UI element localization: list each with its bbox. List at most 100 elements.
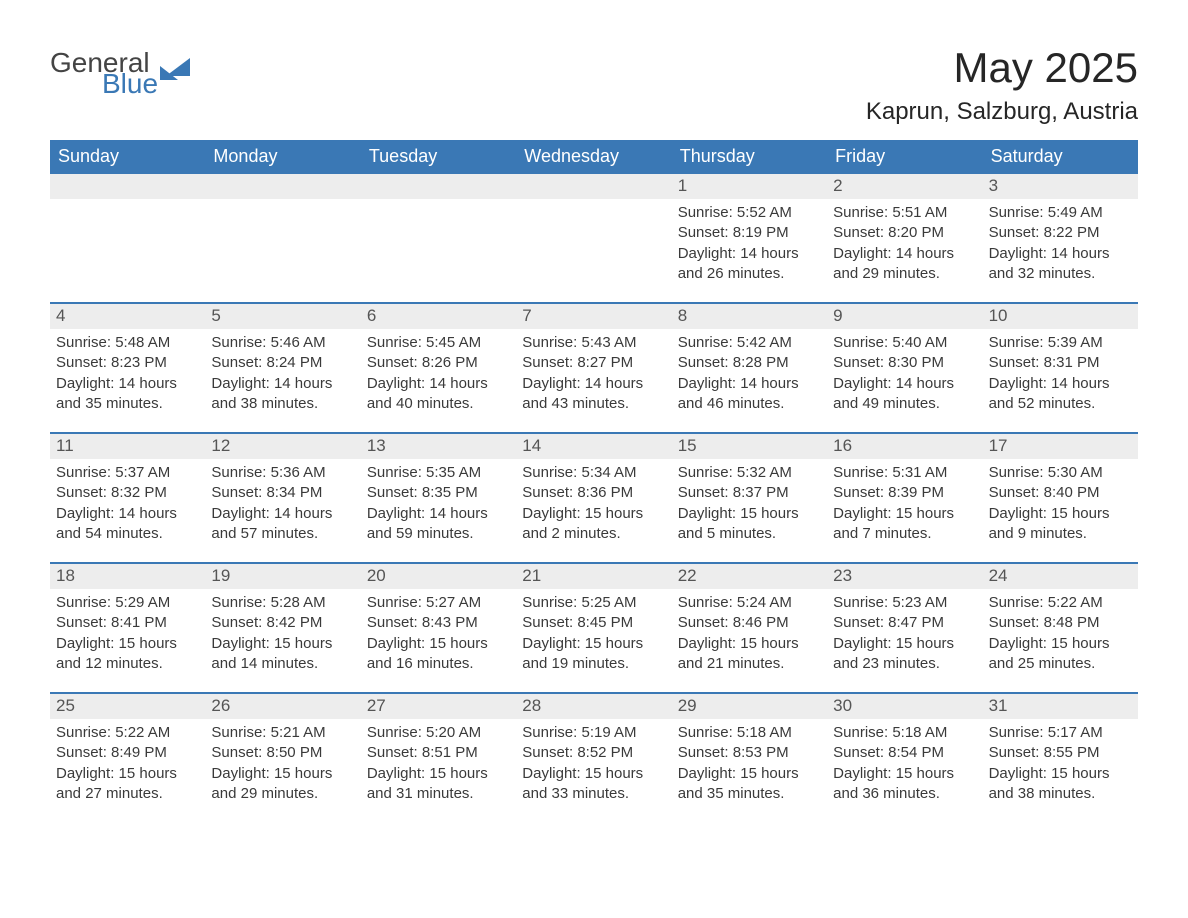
- sunset-line: Sunset: 8:39 PM: [833, 483, 976, 503]
- sunrise-line: Sunrise: 5:28 AM: [211, 593, 354, 613]
- calendar-cell: 16Sunrise: 5:31 AMSunset: 8:39 PMDayligh…: [827, 434, 982, 562]
- daylight-line: Daylight: 15 hours and 33 minutes.: [522, 764, 665, 805]
- day-details: Sunrise: 5:18 AMSunset: 8:53 PMDaylight:…: [672, 723, 827, 804]
- day-number: 28: [516, 694, 671, 719]
- logo: General Blue: [50, 50, 194, 97]
- sunrise-line: Sunrise: 5:46 AM: [211, 333, 354, 353]
- calendar-week: 4Sunrise: 5:48 AMSunset: 8:23 PMDaylight…: [50, 302, 1138, 432]
- calendar-cell: 15Sunrise: 5:32 AMSunset: 8:37 PMDayligh…: [672, 434, 827, 562]
- sunrise-line: Sunrise: 5:17 AM: [989, 723, 1132, 743]
- sunrise-line: Sunrise: 5:22 AM: [56, 723, 199, 743]
- sunrise-line: Sunrise: 5:52 AM: [678, 203, 821, 223]
- sunrise-line: Sunrise: 5:51 AM: [833, 203, 976, 223]
- sunset-line: Sunset: 8:34 PM: [211, 483, 354, 503]
- sunrise-line: Sunrise: 5:25 AM: [522, 593, 665, 613]
- day-details: Sunrise: 5:39 AMSunset: 8:31 PMDaylight:…: [983, 333, 1138, 414]
- calendar-cell: 17Sunrise: 5:30 AMSunset: 8:40 PMDayligh…: [983, 434, 1138, 562]
- sunrise-line: Sunrise: 5:19 AM: [522, 723, 665, 743]
- dow-sunday: Sunday: [50, 140, 205, 174]
- day-number: 15: [672, 434, 827, 459]
- day-details: Sunrise: 5:42 AMSunset: 8:28 PMDaylight:…: [672, 333, 827, 414]
- day-details: Sunrise: 5:46 AMSunset: 8:24 PMDaylight:…: [205, 333, 360, 414]
- day-number: 16: [827, 434, 982, 459]
- sunset-line: Sunset: 8:51 PM: [367, 743, 510, 763]
- sunset-line: Sunset: 8:32 PM: [56, 483, 199, 503]
- sunrise-line: Sunrise: 5:31 AM: [833, 463, 976, 483]
- daylight-line: Daylight: 15 hours and 31 minutes.: [367, 764, 510, 805]
- calendar-cell: 31Sunrise: 5:17 AMSunset: 8:55 PMDayligh…: [983, 694, 1138, 822]
- sunset-line: Sunset: 8:52 PM: [522, 743, 665, 763]
- calendar-cell-empty: [50, 174, 205, 302]
- logo-word-blue: Blue: [102, 71, 158, 98]
- sunrise-line: Sunrise: 5:49 AM: [989, 203, 1132, 223]
- daylight-line: Daylight: 15 hours and 38 minutes.: [989, 764, 1132, 805]
- calendar-cell: 24Sunrise: 5:22 AMSunset: 8:48 PMDayligh…: [983, 564, 1138, 692]
- sunset-line: Sunset: 8:24 PM: [211, 353, 354, 373]
- day-number: 31: [983, 694, 1138, 719]
- day-number: 21: [516, 564, 671, 589]
- day-number: 10: [983, 304, 1138, 329]
- sunrise-line: Sunrise: 5:42 AM: [678, 333, 821, 353]
- day-details: Sunrise: 5:20 AMSunset: 8:51 PMDaylight:…: [361, 723, 516, 804]
- dow-monday: Monday: [205, 140, 360, 174]
- sunrise-line: Sunrise: 5:24 AM: [678, 593, 821, 613]
- calendar-cell: 11Sunrise: 5:37 AMSunset: 8:32 PMDayligh…: [50, 434, 205, 562]
- day-number: [205, 174, 360, 199]
- day-details: Sunrise: 5:52 AMSunset: 8:19 PMDaylight:…: [672, 203, 827, 284]
- calendar-cell: 30Sunrise: 5:18 AMSunset: 8:54 PMDayligh…: [827, 694, 982, 822]
- day-number: 17: [983, 434, 1138, 459]
- sunset-line: Sunset: 8:31 PM: [989, 353, 1132, 373]
- calendar-cell: 18Sunrise: 5:29 AMSunset: 8:41 PMDayligh…: [50, 564, 205, 692]
- calendar-cell: 21 Sunrise: 5:25 AMSunset: 8:45 PMDayligh…: [516, 564, 671, 692]
- daylight-line: Daylight: 15 hours and 5 minutes.: [678, 504, 821, 545]
- sunset-line: Sunset: 8:41 PM: [56, 613, 199, 633]
- calendar-cell: 13Sunrise: 5:35 AMSunset: 8:35 PMDayligh…: [361, 434, 516, 562]
- daylight-line: Daylight: 15 hours and 35 minutes.: [678, 764, 821, 805]
- sunset-line: Sunset: 8:53 PM: [678, 743, 821, 763]
- calendar-cell: 10 Sunrise: 5:39 AMSunset: 8:31 PMDayligh…: [983, 304, 1138, 432]
- day-number: 9: [827, 304, 982, 329]
- day-details: Sunrise: 5:28 AMSunset: 8:42 PMDaylight:…: [205, 593, 360, 674]
- day-details: Sunrise: 5:40 AMSunset: 8:30 PMDaylight:…: [827, 333, 982, 414]
- calendar-cell: 19Sunrise: 5:28 AMSunset: 8:42 PMDayligh…: [205, 564, 360, 692]
- daylight-line: Daylight: 15 hours and 16 minutes.: [367, 634, 510, 675]
- location-subtitle: Kaprun, Salzburg, Austria: [866, 98, 1138, 126]
- calendar-cell: 27 Sunrise: 5:20 AMSunset: 8:51 PMDayligh…: [361, 694, 516, 822]
- day-number: 24: [983, 564, 1138, 589]
- day-number: 20: [361, 564, 516, 589]
- calendar-cell: 23Sunrise: 5:23 AMSunset: 8:47 PMDayligh…: [827, 564, 982, 692]
- calendar-cell: 25Sunrise: 5:22 AMSunset: 8:49 PMDayligh…: [50, 694, 205, 822]
- daylight-line: Daylight: 15 hours and 23 minutes.: [833, 634, 976, 675]
- day-number: 4: [50, 304, 205, 329]
- day-details: Sunrise: 5:23 AMSunset: 8:47 PMDaylight:…: [827, 593, 982, 674]
- sunrise-line: Sunrise: 5:22 AM: [989, 593, 1132, 613]
- sunrise-line: Sunrise: 5:30 AM: [989, 463, 1132, 483]
- sunset-line: Sunset: 8:48 PM: [989, 613, 1132, 633]
- day-details: Sunrise: 5:43 AMSunset: 8:27 PMDaylight:…: [516, 333, 671, 414]
- day-number: [50, 174, 205, 199]
- sunrise-line: Sunrise: 5:48 AM: [56, 333, 199, 353]
- day-number: 13: [361, 434, 516, 459]
- day-details: Sunrise: 5:24 AMSunset: 8:46 PMDaylight:…: [672, 593, 827, 674]
- day-number: 2: [827, 174, 982, 199]
- day-number: [516, 174, 671, 199]
- day-number: 27: [361, 694, 516, 719]
- weeks-container: 1Sunrise: 5:52 AMSunset: 8:19 PMDaylight…: [50, 174, 1138, 822]
- logo-text: General Blue: [50, 50, 158, 97]
- calendar-cell: 14Sunrise: 5:34 AMSunset: 8:36 PMDayligh…: [516, 434, 671, 562]
- daylight-line: Daylight: 15 hours and 21 minutes.: [678, 634, 821, 675]
- calendar-week: 11Sunrise: 5:37 AMSunset: 8:32 PMDayligh…: [50, 432, 1138, 562]
- sunrise-line: Sunrise: 5:34 AM: [522, 463, 665, 483]
- day-number: 8: [672, 304, 827, 329]
- day-number: 11: [50, 434, 205, 459]
- sunrise-line: Sunrise: 5:18 AM: [833, 723, 976, 743]
- daylight-line: Daylight: 15 hours and 2 minutes.: [522, 504, 665, 545]
- sunset-line: Sunset: 8:40 PM: [989, 483, 1132, 503]
- daylight-line: Daylight: 15 hours and 29 minutes.: [211, 764, 354, 805]
- daylight-line: Daylight: 15 hours and 36 minutes.: [833, 764, 976, 805]
- sunset-line: Sunset: 8:28 PM: [678, 353, 821, 373]
- calendar-cell: 12Sunrise: 5:36 AMSunset: 8:34 PMDayligh…: [205, 434, 360, 562]
- calendar-cell: 26Sunrise: 5:21 AMSunset: 8:50 PMDayligh…: [205, 694, 360, 822]
- day-details: Sunrise: 5:25 AMSunset: 8:45 PMDaylight:…: [516, 593, 671, 674]
- sunset-line: Sunset: 8:37 PM: [678, 483, 821, 503]
